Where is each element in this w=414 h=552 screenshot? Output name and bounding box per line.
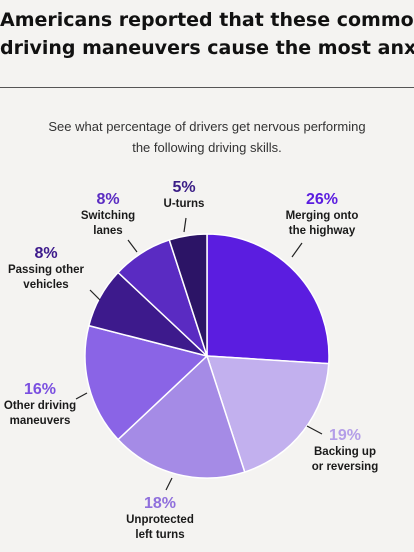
subtitle: See what percentage of drivers get nervo… — [10, 116, 404, 158]
slice-name-3-line-2: left turns — [135, 529, 185, 541]
leader-line-5 — [89, 289, 101, 301]
subtitle-line-1: See what percentage of drivers get nervo… — [48, 119, 366, 134]
page-title: Americans reported that these common dri… — [0, 6, 414, 62]
slice-label-5: 8% Passing other vehicles — [0, 244, 106, 293]
slice-label-7: 5% U-turns — [124, 178, 244, 212]
slice-name-5-line-2: vehicles — [23, 279, 69, 291]
slice-name-1-line-2: the highway — [288, 225, 356, 237]
slice-percent-3: 18% — [143, 495, 177, 512]
slice-label-6: 8% Switching lanes — [48, 190, 168, 239]
slice-percent-1: 26% — [305, 191, 339, 208]
slice-percent-5: 8% — [34, 245, 58, 262]
slice-percent-4: 16% — [23, 381, 57, 398]
slice-name-4-line-1: Other driving — [3, 400, 77, 412]
subtitle-line-2: the following driving skills. — [132, 140, 282, 155]
leader-line-6 — [127, 239, 138, 253]
leader-line-3 — [165, 477, 173, 491]
slice-label-3: 18% Unprotected left turns — [100, 494, 220, 543]
slice-name-7-line-1: U-turns — [163, 198, 205, 210]
title-line-1: Americans reported that these common — [0, 9, 414, 31]
pie-slice-7 — [168, 233, 208, 357]
leader-line-2 — [306, 425, 323, 435]
slice-name-5-line-1: Passing other — [7, 264, 85, 276]
pie-slice-4 — [84, 324, 209, 441]
pie-slice-3 — [117, 354, 246, 479]
slice-label-2: 19% Backing up or reversing — [285, 426, 405, 475]
title-line-2: driving maneuvers cause the most anxiety — [0, 37, 414, 59]
leader-line-4 — [75, 392, 88, 400]
slice-name-3-line-1: Unprotected — [126, 514, 194, 526]
slice-label-1: 26% Merging onto the highway — [262, 190, 382, 239]
slice-label-4: 16% Other driving maneuvers — [0, 380, 100, 429]
leader-line-1 — [291, 242, 303, 258]
slice-name-4-line-2: maneuvers — [9, 415, 71, 427]
slice-percent-6: 8% — [96, 191, 120, 208]
slice-name-6-line-2: lanes — [93, 225, 123, 237]
slice-name-2-line-2: or reversing — [311, 461, 379, 473]
slice-name-1-line-1: Merging onto — [285, 210, 359, 222]
slice-percent-2: 19% — [328, 427, 362, 444]
slice-name-6-line-1: Switching — [80, 210, 136, 222]
slice-percent-7: 5% — [172, 179, 196, 196]
divider — [0, 87, 414, 88]
slice-name-2-line-1: Backing up — [314, 446, 376, 458]
pie-slice-1 — [206, 233, 330, 365]
pie-slice-2 — [205, 355, 330, 473]
leader-line-7 — [183, 217, 187, 233]
